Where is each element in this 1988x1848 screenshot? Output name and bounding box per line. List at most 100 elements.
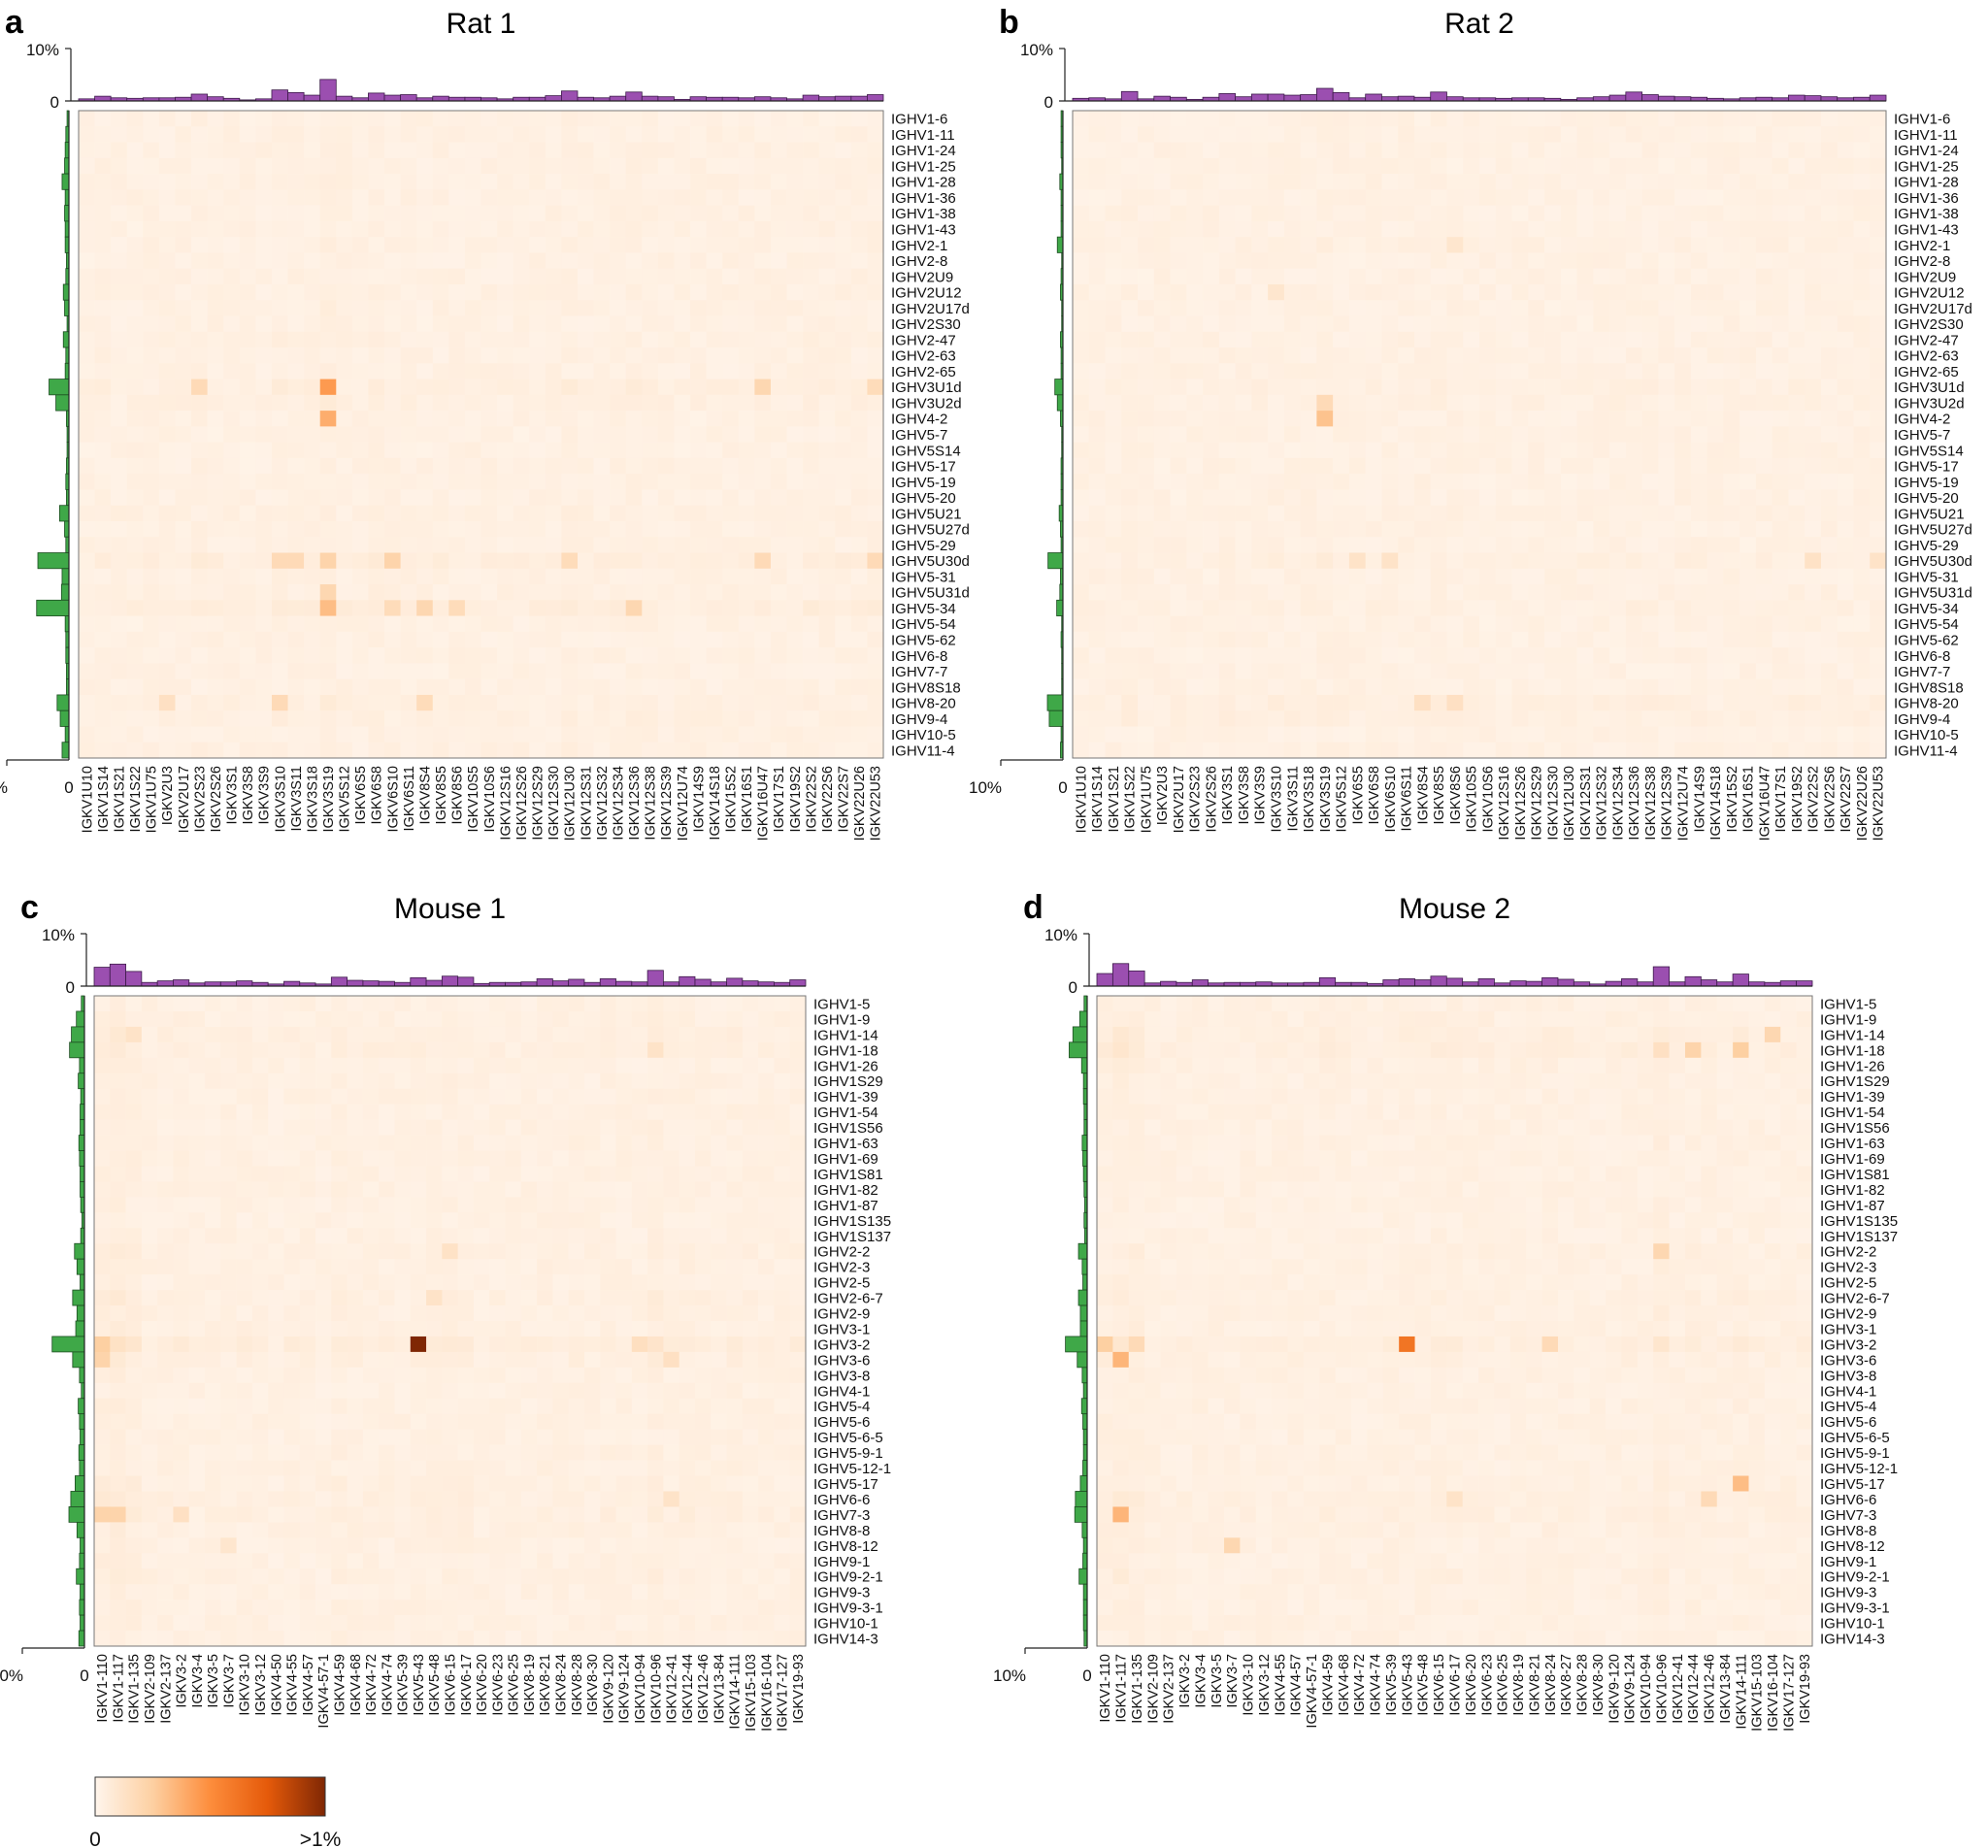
heatmap-cell [143,331,160,348]
heatmap-cell [464,457,481,475]
heatmap-cell [143,268,160,285]
heatmap-cell [1073,710,1090,727]
y-tick-label: IGHV2U17d [891,301,970,317]
heatmap-cell [331,1150,348,1167]
heatmap-cell [1576,126,1594,143]
heatmap-cell [94,205,112,222]
heatmap-cell [1365,411,1382,427]
heatmap-cell [1560,537,1577,553]
heatmap-cell [1333,315,1350,333]
y-tick-label: IGHV2-47 [891,332,956,348]
heatmap-cell [1479,505,1497,522]
y-tick-label: IGHV2-63 [891,348,956,365]
heatmap-cell [631,996,648,1012]
top-bar-chart [1072,87,1887,102]
heatmap-cell [1381,394,1399,412]
heatmap-cell [287,237,305,253]
heatmap-cell [1788,505,1806,522]
heatmap-cell [1398,237,1415,253]
heatmap-cell [1853,474,1871,490]
heatmap-cell [1674,442,1692,459]
heatmap-cell [368,647,385,664]
heatmap-cell [1870,426,1887,443]
heatmap-cell [706,205,723,222]
side-bar [61,742,70,759]
heatmap-cell [674,394,691,412]
heatmap-cell [1365,268,1382,285]
heatmap-cell [1772,474,1789,490]
heatmap-cell [1186,568,1204,585]
heatmap-cell [1268,411,1285,427]
heatmap-cell [679,1119,696,1136]
heatmap-cell [1170,268,1187,285]
heatmap-cell [1268,742,1285,759]
heatmap-cell [304,568,320,585]
heatmap-cell [850,283,868,301]
side-bar [64,299,70,316]
heatmap-cell [223,442,241,459]
heatmap-cell [94,315,112,333]
heatmap-cell [610,142,627,159]
heatmap-cell [1674,283,1692,301]
heatmap-cell [1153,347,1171,364]
heatmap-cell [1170,394,1187,412]
heatmap-cell [738,268,755,285]
heatmap-cell [1316,174,1334,190]
heatmap-cell [1788,379,1806,396]
x-tick-label: IGKV19S2 [788,766,804,833]
heatmap-cell [1348,742,1366,759]
heatmap-cell [384,237,401,253]
heatmap-cell [818,678,836,696]
heatmap-cell [850,615,868,633]
heatmap-cell [79,220,95,238]
heatmap-cell [738,647,755,664]
heatmap-cell [663,1150,679,1167]
heatmap-cell [657,220,675,238]
heatmap-cell [1251,663,1269,679]
heatmap-cell [1674,742,1692,759]
heatmap-cell [126,363,144,380]
x-tick-label: IGKV3S18 [1302,766,1317,833]
heatmap-cell [1348,142,1366,159]
heatmap-cell [1593,457,1610,475]
heatmap-cell [1235,647,1252,664]
heatmap-cell [610,347,627,364]
x-tick-label: IGKV12S39 [659,766,675,841]
heatmap-cell [271,283,288,301]
heatmap-cell [1105,157,1122,175]
panel-title: Rat 2 [1444,8,1514,40]
heatmap-cell [175,126,192,143]
heatmap-cell [1805,726,1822,743]
heatmap-cell [577,237,594,253]
heatmap-cell [1430,300,1447,316]
heatmap-cell [1853,615,1871,633]
heatmap-cell [1576,394,1594,412]
heatmap-cell [1235,111,1252,127]
heatmap-cell [1446,205,1464,222]
heatmap-cell [1755,663,1773,679]
heatmap-cell [94,1057,111,1074]
heatmap-cell [513,300,530,316]
heatmap-cell [770,252,787,269]
heatmap-cell [1398,647,1415,664]
heatmap-cell [384,268,401,285]
heatmap-cell [1593,537,1610,553]
heatmap-cell [1641,252,1659,269]
heatmap-cell [657,537,675,553]
heatmap-cell [191,300,208,316]
heatmap-cell [1837,347,1854,364]
heatmap-cell [400,363,417,380]
heatmap-cell [754,394,772,412]
heatmap-cell [722,363,740,380]
heatmap-cell [1300,600,1317,616]
heatmap-cell [207,394,224,412]
heatmap-cell [173,1026,190,1043]
heatmap-cell [1348,157,1366,175]
heatmap-cell [1560,584,1577,601]
heatmap-cell [1755,710,1773,727]
x-tick-label: IGKV6S8 [370,766,385,824]
heatmap-cell [368,489,385,507]
heatmap-cell [1528,552,1545,570]
heatmap-cell [694,1150,712,1167]
heatmap-cell [143,457,160,475]
